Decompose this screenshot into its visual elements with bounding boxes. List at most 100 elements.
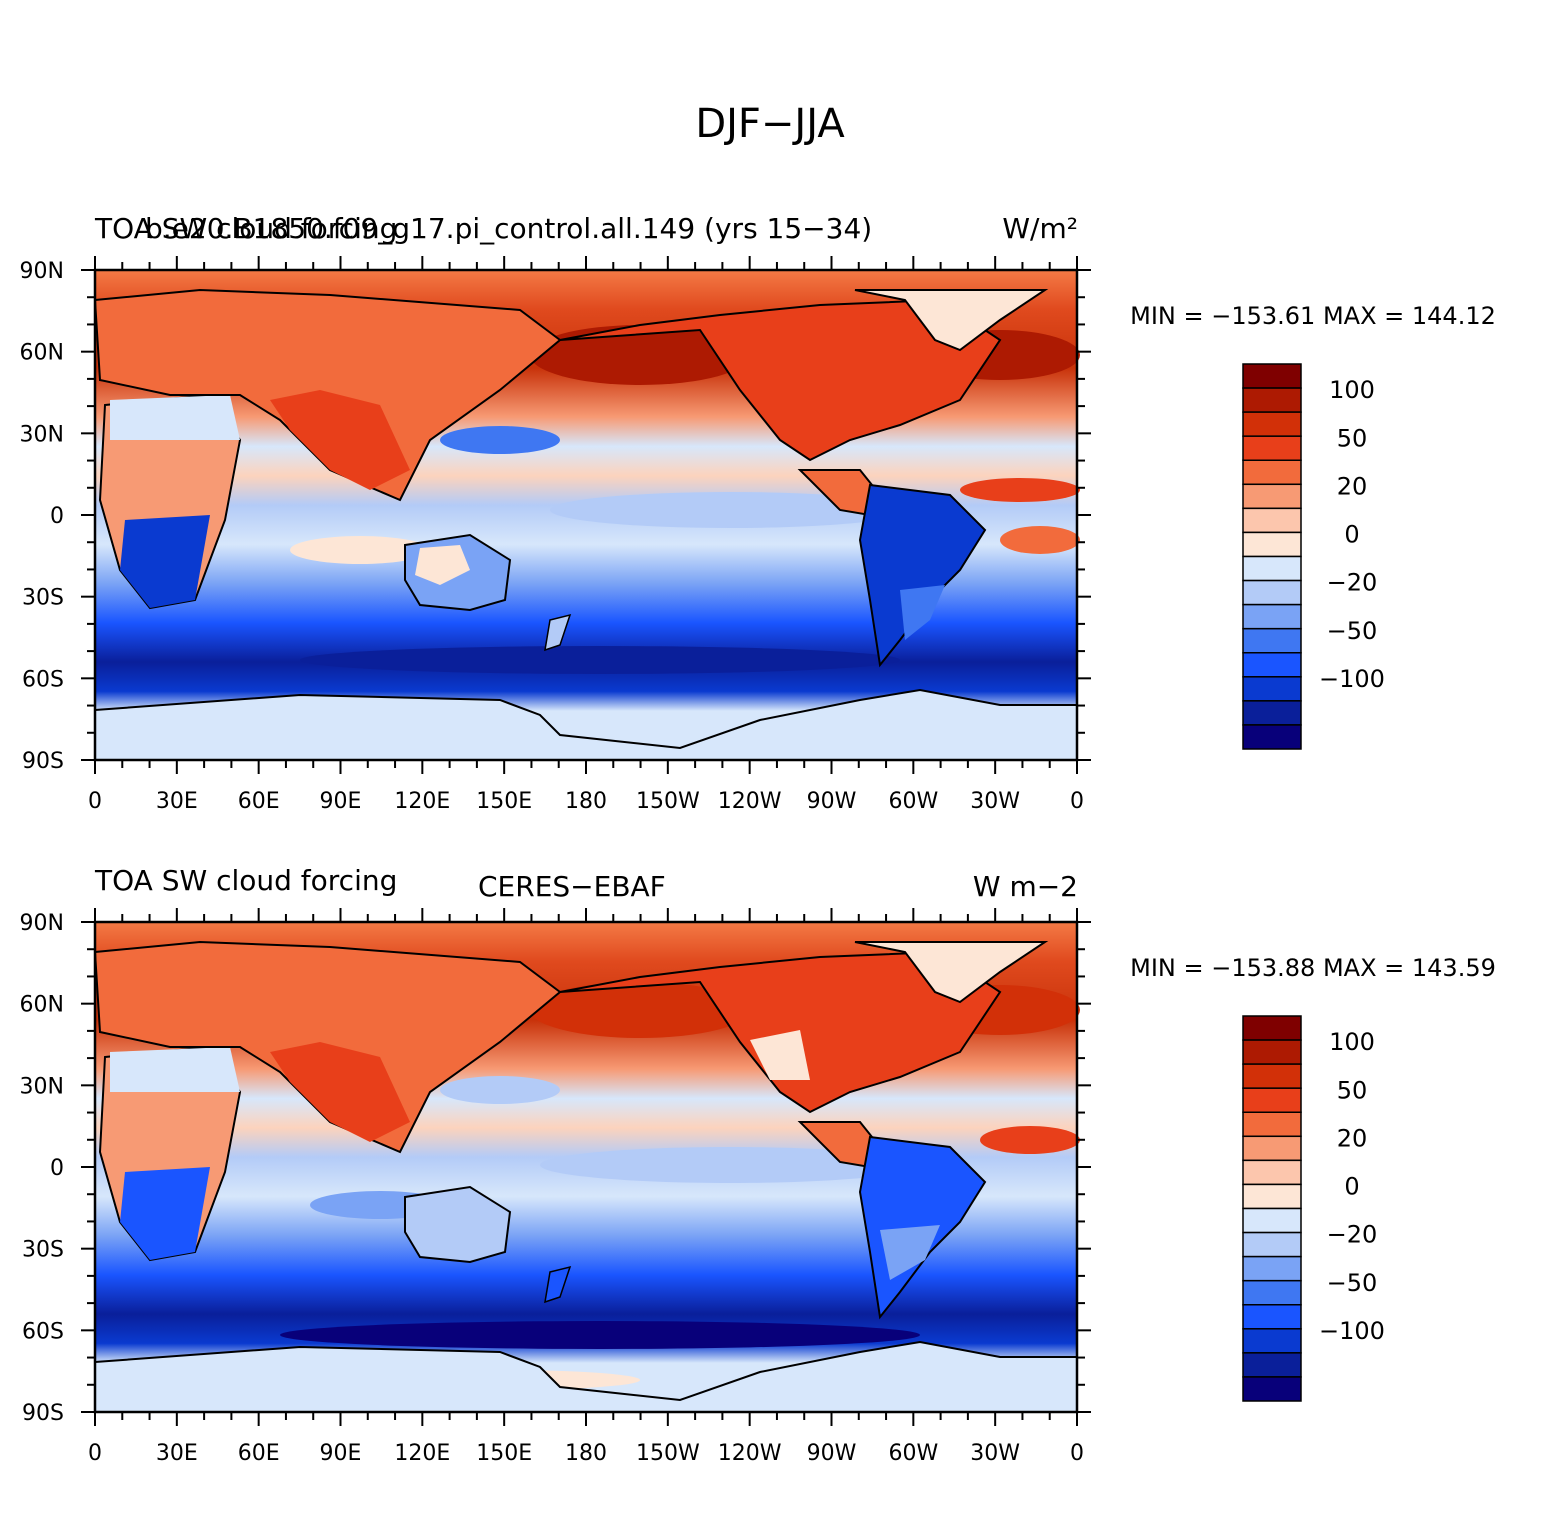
colorbar-box — [1242, 507, 1302, 534]
colorbar-box — [1242, 1207, 1302, 1234]
colorbar-box — [1242, 459, 1302, 486]
colorbar-box — [1242, 1255, 1302, 1282]
panel-1-map — [93, 268, 1080, 762]
x-tick-label: 0 — [1070, 789, 1084, 814]
colorbar-box — [1242, 411, 1302, 437]
panel-2-tick-marks — [81, 908, 1091, 1426]
x-tick-label: 180 — [565, 789, 607, 814]
colorbar-box — [1242, 363, 1302, 389]
panel-2: TOA SW cloud forcing CERES−EBAF W m−2 — [20, 864, 1496, 1466]
colorbar-box — [1242, 531, 1302, 558]
y-tick-label: 30N — [20, 1074, 64, 1099]
x-tick-label: 30W — [970, 1441, 1020, 1466]
colorbar-box — [1242, 1352, 1302, 1378]
panel-2-stats: MIN = −153.88 MAX = 143.59 — [1130, 954, 1496, 982]
colorbar-box — [1242, 627, 1302, 654]
panel-1-left-title: TOA SW cloud forcing — [94, 212, 397, 245]
colorbar-box — [1242, 1063, 1302, 1089]
x-tick-label: 60E — [238, 789, 280, 814]
colorbar-box — [1242, 483, 1302, 510]
x-tick-label: 90E — [320, 789, 362, 814]
colorbar-label: 0 — [1344, 521, 1359, 549]
colorbar-label: 50 — [1337, 424, 1368, 452]
colorbar-box — [1242, 724, 1302, 750]
panel-2-right-title: W m−2 — [973, 870, 1078, 903]
y-tick-label: 60S — [22, 1319, 64, 1344]
x-tick-label: 60E — [238, 1441, 280, 1466]
colorbar-box — [1242, 603, 1302, 630]
colorbar-box — [1242, 1159, 1302, 1186]
x-tick-label: 30E — [156, 1441, 198, 1466]
colorbar-label: −20 — [1327, 1221, 1378, 1249]
x-tick-label: 180 — [565, 1441, 607, 1466]
panel-1: TOA SW cloud forcing b.e20.B1850.f09_g17… — [20, 212, 1496, 814]
panel-1-colorbar: 100 50 20 0 −20 −50 −100 — [1242, 363, 1385, 750]
y-tick-label: 60N — [20, 341, 64, 366]
colorbar-label: −100 — [1319, 665, 1385, 693]
x-tick-label: 150W — [636, 789, 700, 814]
colorbar-box — [1242, 579, 1302, 606]
colorbar-box — [1242, 387, 1302, 413]
colorbar-box — [1242, 1015, 1302, 1041]
x-tick-label: 0 — [88, 1441, 102, 1466]
x-tick-label: 90E — [320, 1441, 362, 1466]
figure-title: DJF−JJA — [695, 101, 845, 147]
y-tick-label: 90N — [20, 259, 64, 284]
y-tick-label: 90N — [20, 911, 64, 936]
y-tick-label: 60N — [20, 993, 64, 1018]
colorbar-box — [1242, 1304, 1302, 1330]
colorbar-box — [1242, 1087, 1302, 1113]
panel-1-y-tick-labels: 90N 60N 30N 0 30S 60S 90S — [20, 259, 64, 774]
y-tick-label: 90S — [22, 749, 64, 774]
x-tick-label: 30E — [156, 789, 198, 814]
x-tick-label: 120W — [718, 789, 782, 814]
x-tick-label: 150W — [636, 1441, 700, 1466]
colorbar-label: −100 — [1319, 1317, 1385, 1345]
y-tick-label: 30S — [22, 1238, 64, 1263]
panel-1-x-tick-labels: 0 30E 60E 90E 120E 150E 180 150W 120W 90W 60W 30W 0 — [88, 789, 1084, 814]
panel-2-center-title: CERES−EBAF — [478, 870, 666, 903]
colorbar-label: −20 — [1327, 569, 1378, 597]
colorbar-label: 100 — [1329, 376, 1375, 404]
colorbar-box — [1242, 1328, 1302, 1354]
panel-1-center-title: b.e20.B1850.f09_g17.pi_control.all.149 (… — [145, 212, 872, 245]
colorbar-box — [1242, 1039, 1302, 1065]
panel-2-x-tick-labels: 0 30E 60E 90E 120E 150E 180 150W 120W 90W 60W 30W 0 — [88, 1441, 1084, 1466]
panel-1-tick-marks — [81, 256, 1091, 774]
colorbar-box — [1242, 676, 1302, 702]
colorbar-box — [1242, 1279, 1302, 1306]
colorbar-box — [1242, 652, 1302, 678]
colorbar-box — [1242, 1183, 1302, 1210]
panel-2-map — [93, 920, 1080, 1414]
colorbar-label: 20 — [1337, 472, 1368, 500]
panel-2-y-tick-labels: 90N 60N 30N 0 30S 60S 90S — [20, 911, 64, 1426]
x-tick-label: 150E — [476, 789, 532, 814]
y-tick-label: 90S — [22, 1401, 64, 1426]
panel-2-left-title: TOA SW cloud forcing — [94, 864, 397, 897]
colorbar-box — [1242, 1376, 1302, 1402]
x-tick-label: 0 — [88, 789, 102, 814]
colorbar-box — [1242, 435, 1302, 461]
colorbar-box — [1242, 1135, 1302, 1162]
colorbar-label: −50 — [1327, 617, 1378, 645]
y-tick-label: 30N — [20, 422, 64, 447]
colorbar-label: 100 — [1329, 1028, 1375, 1056]
colorbar-box — [1242, 700, 1302, 726]
x-tick-label: 120W — [718, 1441, 782, 1466]
x-tick-label: 30W — [970, 789, 1020, 814]
x-tick-label: 120E — [394, 1441, 450, 1466]
x-tick-label: 90W — [807, 789, 857, 814]
panel-1-stats: MIN = −153.61 MAX = 144.12 — [1130, 302, 1496, 330]
colorbar-box — [1242, 1231, 1302, 1258]
colorbar-label: 0 — [1344, 1173, 1359, 1201]
colorbar-label: −50 — [1327, 1269, 1378, 1297]
y-tick-label: 60S — [22, 667, 64, 692]
panel-1-right-title: W/m² — [1002, 212, 1078, 245]
colorbar-label: 20 — [1337, 1124, 1368, 1152]
y-tick-label: 30S — [22, 586, 64, 611]
x-tick-label: 150E — [476, 1441, 532, 1466]
colorbar-box — [1242, 1111, 1302, 1138]
y-tick-label: 0 — [50, 504, 64, 529]
x-tick-label: 90W — [807, 1441, 857, 1466]
